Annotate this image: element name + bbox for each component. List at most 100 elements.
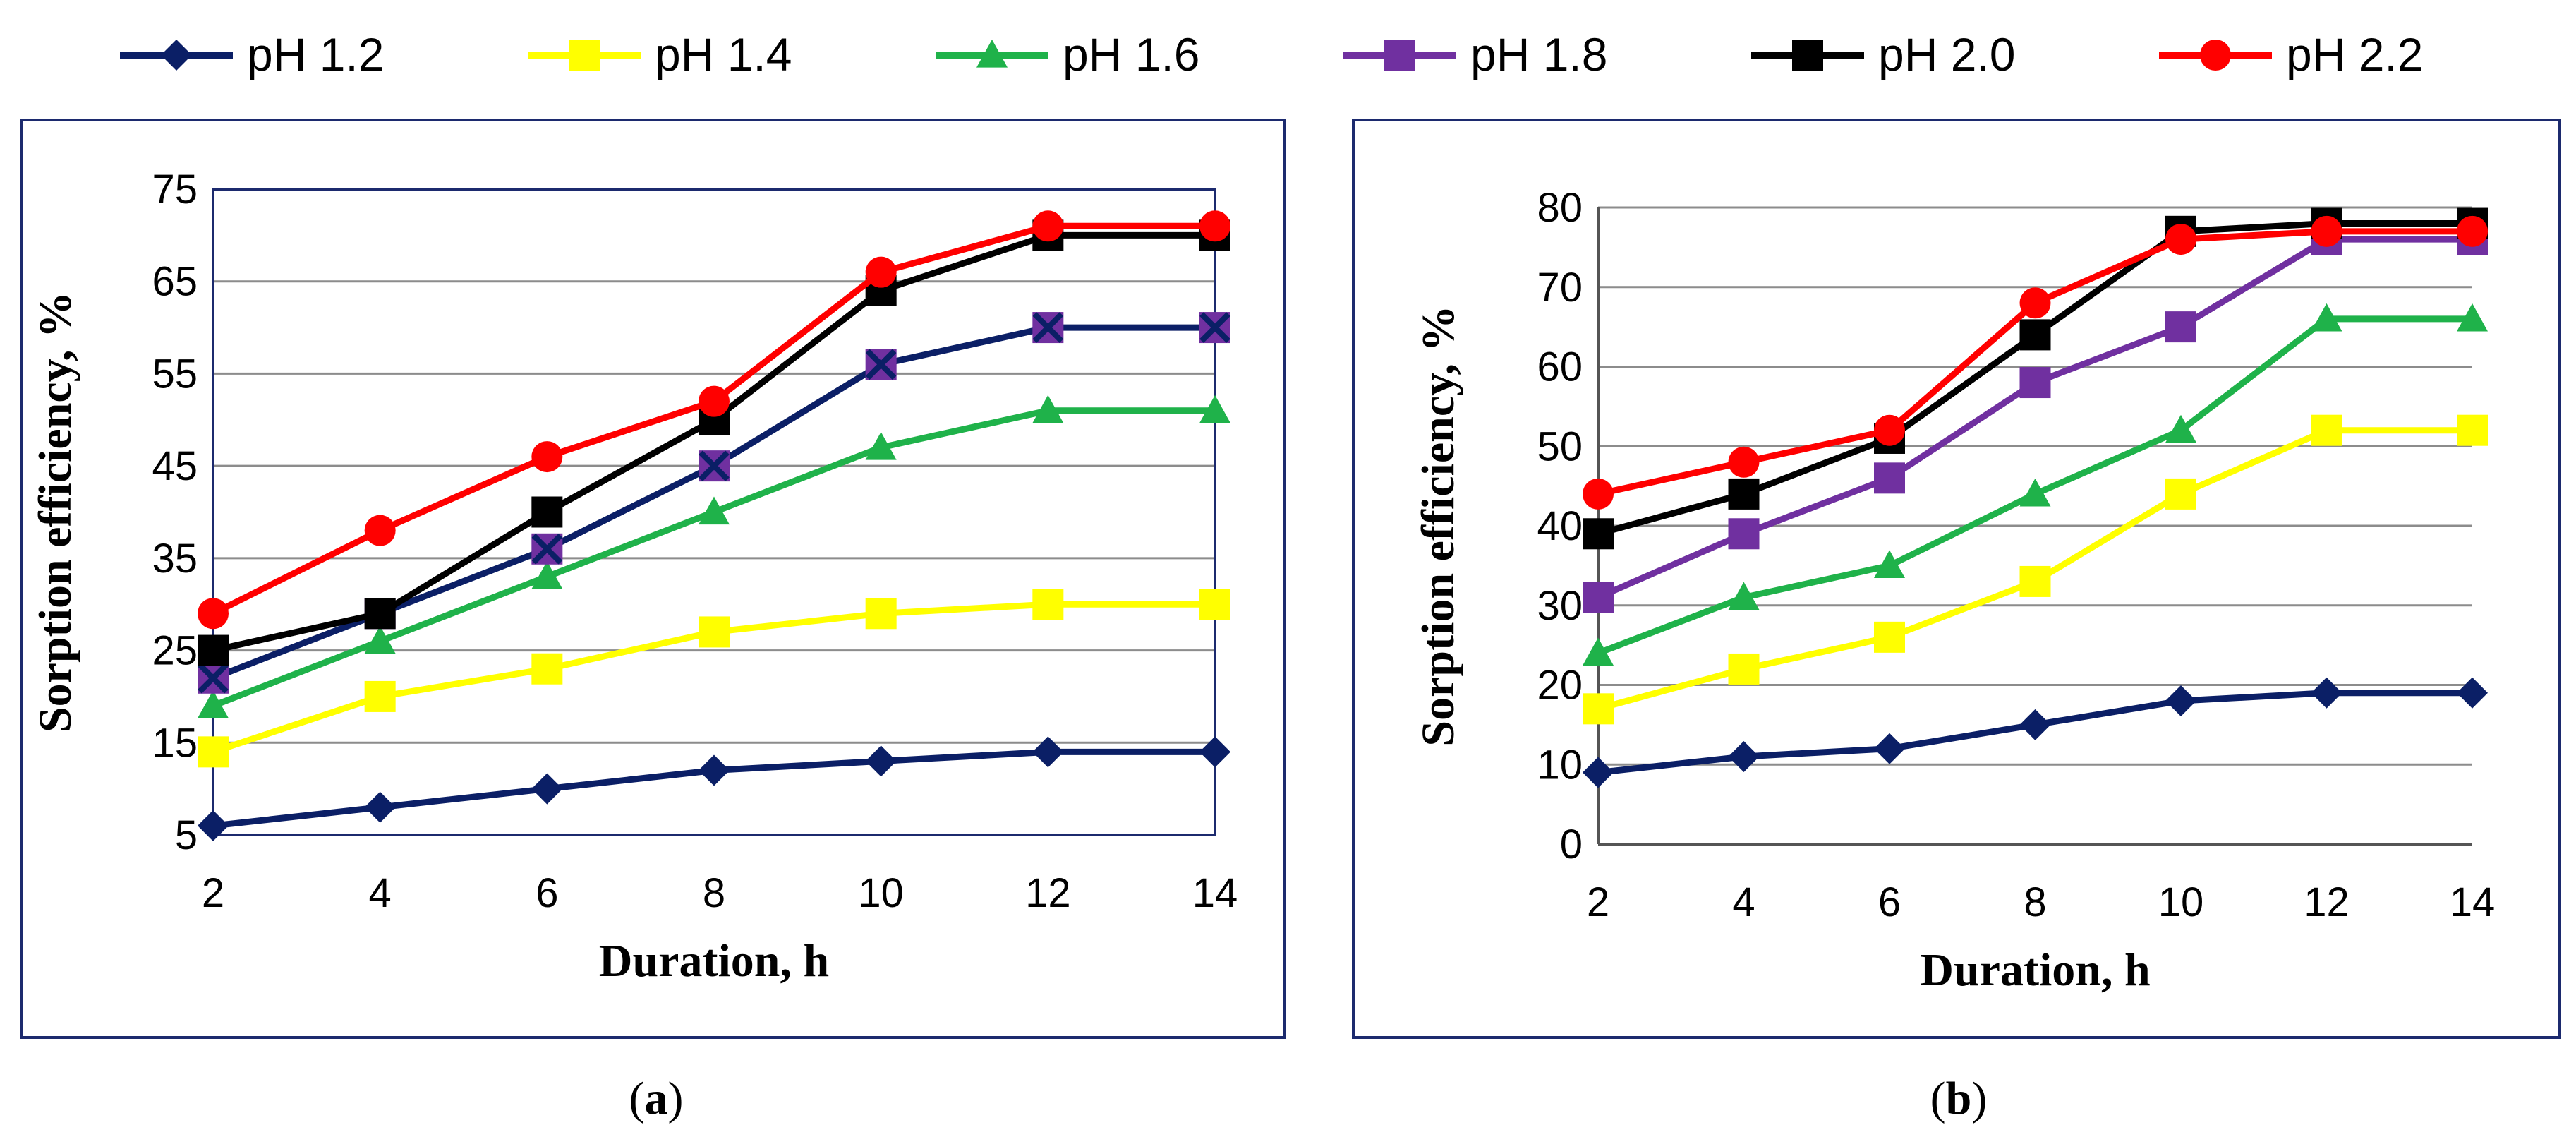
legend-label: pH 2.0 <box>1878 28 2015 80</box>
data-point <box>1583 582 1614 613</box>
data-point <box>1032 210 1064 242</box>
legend-marker <box>1792 40 1823 71</box>
data-point <box>364 680 396 712</box>
x-tick-label: 2 <box>202 870 224 916</box>
data-point <box>2165 478 2196 510</box>
data-point <box>1199 736 1230 768</box>
x-tick-label: 2 <box>1587 879 1609 925</box>
panel-b-border <box>1352 119 2561 1039</box>
data-point <box>1199 312 1230 344</box>
y-tick-label: 60 <box>1537 344 1583 390</box>
data-point <box>1728 740 1760 772</box>
data-point <box>2019 709 2051 740</box>
x-axis-title: Duration, h <box>1920 944 2150 996</box>
data-point <box>2457 215 2488 247</box>
legend-marker <box>1384 40 1415 71</box>
x-axis-title: Duration, h <box>599 935 829 987</box>
data-point <box>865 349 897 380</box>
series-pH-1-2 <box>198 736 1230 841</box>
data-point <box>531 773 563 805</box>
data-point <box>699 616 730 648</box>
y-tick-label: 75 <box>152 167 198 212</box>
data-point <box>1728 518 1760 550</box>
data-point <box>531 441 563 473</box>
y-tick-label: 35 <box>152 536 198 582</box>
data-point <box>1583 693 1614 725</box>
series-pH-2-2 <box>198 210 1230 630</box>
legend-marker <box>2200 40 2231 71</box>
data-point <box>865 745 897 777</box>
legend-marker <box>569 40 600 71</box>
y-tick-label: 30 <box>1537 583 1583 629</box>
data-point <box>699 450 730 482</box>
data-point <box>865 256 897 288</box>
x-tick-label: 14 <box>1192 870 1238 916</box>
data-point <box>1874 733 1905 764</box>
data-point <box>2165 224 2196 255</box>
y-tick-label: 5 <box>175 812 198 858</box>
data-point <box>699 385 730 417</box>
y-tick-label: 70 <box>1537 265 1583 311</box>
series-pH-1-6 <box>198 395 1230 718</box>
y-tick-label: 80 <box>1537 185 1583 231</box>
data-point <box>1032 589 1064 620</box>
data-point <box>2165 311 2196 343</box>
data-point <box>2165 414 2196 443</box>
x-tick-label: 14 <box>2450 879 2496 925</box>
x-tick-label: 6 <box>1878 879 1901 925</box>
x-tick-label: 12 <box>1025 870 1071 916</box>
plot-frame <box>212 188 1216 836</box>
data-point <box>2457 303 2488 332</box>
data-point <box>531 653 563 685</box>
series-pH-2-2 <box>1583 215 2488 510</box>
data-point <box>198 690 229 718</box>
data-point <box>198 736 229 768</box>
y-axis-title: Sorption efficiency, % <box>1413 305 1464 746</box>
data-point <box>1583 518 1614 550</box>
data-point <box>364 515 396 546</box>
data-point <box>2019 478 2051 507</box>
data-point <box>2165 685 2196 717</box>
x-tick-label: 10 <box>2158 879 2204 925</box>
y-axis-title: Sorption efficiency, % <box>30 291 81 733</box>
caption-a: (a) <box>629 1073 684 1124</box>
data-point <box>2311 215 2342 247</box>
data-point <box>699 754 730 786</box>
plot-area-b: 0 10 20 30 40 50 60 70 80 2 4 6 8 10 12 14 Duration, h So… <box>1413 185 2495 996</box>
data-point <box>2311 414 2342 446</box>
x-tick-label: 4 <box>1732 879 1755 925</box>
series-pH-1-6 <box>1583 303 2488 666</box>
y-tick-label: 45 <box>152 443 198 489</box>
data-point <box>865 598 897 630</box>
x-tick-label: 6 <box>536 870 558 916</box>
data-point <box>1032 736 1064 768</box>
caption-b: (b) <box>1930 1073 1988 1124</box>
data-point <box>364 625 396 654</box>
data-point <box>2311 303 2342 332</box>
data-point <box>1032 312 1064 344</box>
data-point <box>1728 446 1760 478</box>
data-point <box>2311 677 2342 709</box>
data-point <box>1199 589 1230 620</box>
x-tick-label: 8 <box>2024 879 2046 925</box>
y-tick-label: 50 <box>1537 423 1583 469</box>
y-tick-label: 65 <box>152 259 198 305</box>
legend-label: pH 1.8 <box>1470 28 1607 80</box>
data-point <box>2019 319 2051 351</box>
data-point <box>2457 414 2488 446</box>
y-tick-label: 15 <box>152 720 198 766</box>
series-pH-1-2 <box>1583 677 2488 788</box>
x-tick-label: 12 <box>2304 879 2350 925</box>
y-tick-label: 10 <box>1537 742 1583 788</box>
data-point <box>2019 565 2051 597</box>
legend-label: pH 1.4 <box>655 28 792 80</box>
panel-a-border <box>20 119 1286 1039</box>
data-point <box>1032 395 1064 423</box>
data-point <box>1728 582 1760 610</box>
data-point <box>531 533 563 565</box>
data-point <box>1874 621 1905 653</box>
data-point <box>364 598 396 630</box>
y-tick-label: 20 <box>1537 663 1583 709</box>
data-point <box>198 810 229 841</box>
